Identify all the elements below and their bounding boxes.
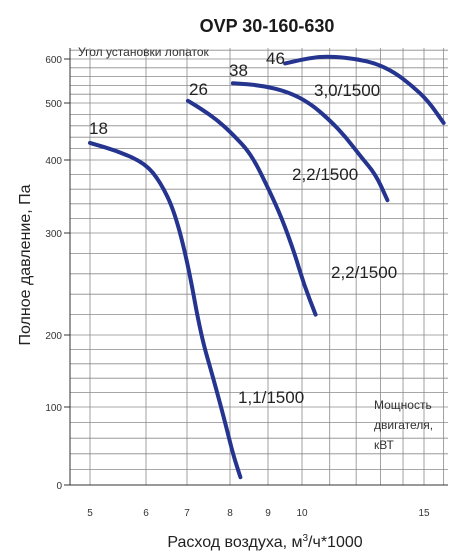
series-curves <box>88 54 446 480</box>
series-line-46 <box>283 54 446 125</box>
y-tick-label: 300 <box>45 229 62 240</box>
power-label-line-2: двигателя, <box>374 418 433 432</box>
y-tick-label: 500 <box>45 99 62 110</box>
y-axis-label: Полное давление, Па <box>17 184 34 345</box>
x-tick-label: 15 <box>418 508 430 519</box>
series-power-label: 2,2/1500 <box>292 165 358 184</box>
chart-title: OVP 30-160-630 <box>200 16 335 36</box>
blade-angle-label: Угол установки лопаток <box>78 45 210 59</box>
series-power-label: 3,0/1500 <box>314 81 380 100</box>
y-tick-label: 0 <box>56 481 62 492</box>
x-axis-label: Расход воздуха, м3/ч*1000 <box>167 533 362 551</box>
y-tick-label: 400 <box>45 156 62 167</box>
series-name-label: 26 <box>189 80 208 99</box>
x-tick-label: 10 <box>296 508 308 519</box>
x-tick-label: 6 <box>143 508 149 519</box>
power-label-line-1: Мощность <box>374 398 432 412</box>
x-tick-label: 9 <box>265 508 271 519</box>
x-tick-label: 5 <box>87 508 93 519</box>
x-tick-label: 7 <box>184 508 190 519</box>
series-power-label: 2,2/1500 <box>331 263 397 282</box>
power-label-line-3: кВТ <box>374 438 394 452</box>
series-name-label: 46 <box>266 49 285 68</box>
y-tick-labels: 0 100 200 300 400 500 600 <box>45 55 70 492</box>
x-tick-label: 8 <box>227 508 233 519</box>
y-tick-label: 600 <box>45 55 62 66</box>
x-tick-labels: 5 6 7 8 9 10 15 <box>87 508 430 519</box>
x-axis-label-superscript: 3 <box>302 533 308 544</box>
series-line-26 <box>185 98 318 317</box>
series-line-38 <box>230 81 390 203</box>
series-name-label: 18 <box>89 119 108 138</box>
y-tick-label: 200 <box>45 331 62 342</box>
series-name-label: 38 <box>229 61 248 80</box>
series-line-18 <box>88 140 243 480</box>
series-labels: 18 1,1/1500 26 2,2/1500 38 2,2/1500 46 3,0/1500 <box>89 49 397 407</box>
y-grid <box>70 49 448 470</box>
series-power-label: 1,1/1500 <box>238 388 304 407</box>
y-tick-label: 100 <box>45 403 62 414</box>
